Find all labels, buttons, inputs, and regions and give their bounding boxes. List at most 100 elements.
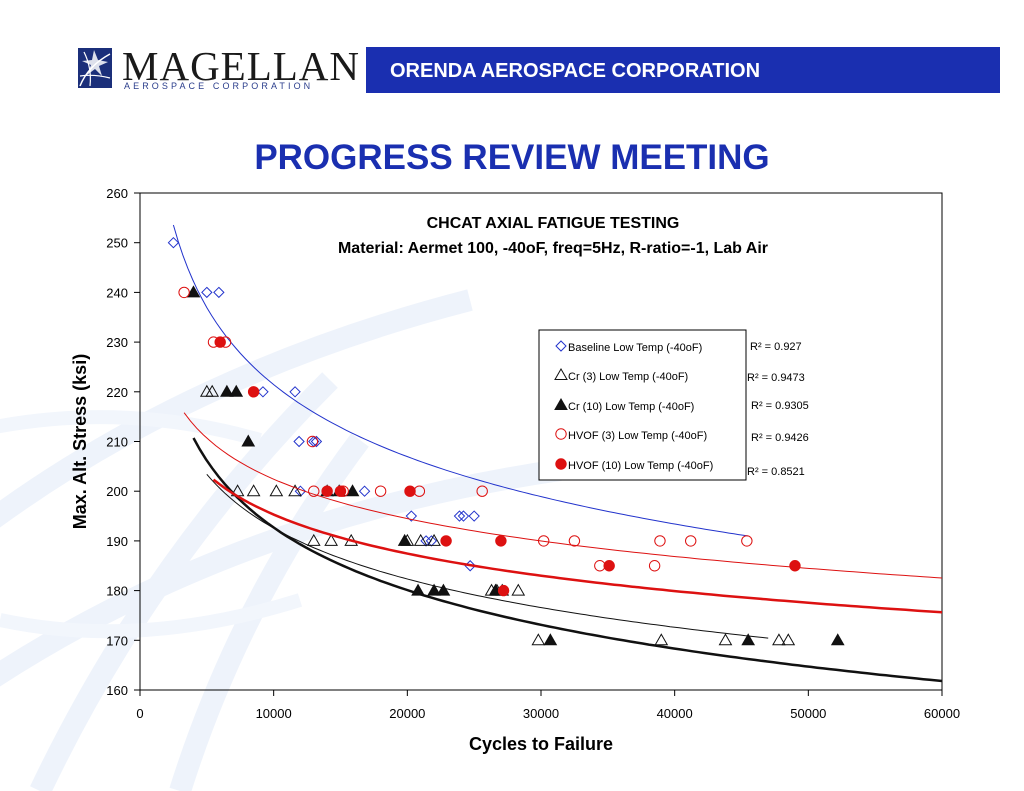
data-point bbox=[404, 485, 416, 497]
data-point bbox=[358, 485, 371, 497]
data-point bbox=[321, 485, 333, 497]
data-point bbox=[214, 336, 226, 348]
data-point bbox=[555, 428, 567, 440]
data-point bbox=[269, 484, 284, 497]
data-point bbox=[257, 386, 269, 398]
data-point bbox=[537, 535, 550, 547]
x-tick-label: 0 bbox=[136, 706, 143, 721]
data-point bbox=[554, 367, 568, 380]
data-point bbox=[476, 485, 488, 497]
data-point bbox=[718, 633, 733, 646]
data-point bbox=[511, 583, 526, 596]
y-tick-label: 230 bbox=[106, 335, 128, 350]
data-point bbox=[789, 560, 801, 572]
data-point bbox=[436, 583, 451, 596]
data-point bbox=[427, 583, 441, 596]
data-point bbox=[772, 633, 786, 646]
data-point bbox=[741, 633, 756, 646]
y-tick-label: 200 bbox=[106, 484, 128, 499]
legend-entry: HVOF (3) Low Temp (-40oF) bbox=[568, 430, 707, 442]
data-point bbox=[288, 484, 302, 497]
x-tick-label: 10000 bbox=[256, 706, 292, 721]
trend-line bbox=[192, 437, 942, 683]
data-point bbox=[310, 435, 323, 448]
legend-entry: HVOF (10) Low Temp (-40oF) bbox=[568, 460, 713, 472]
r-squared-label: R² = 0.9305 bbox=[751, 400, 809, 412]
data-point bbox=[205, 384, 220, 397]
trend-line bbox=[206, 473, 769, 639]
chart-subtitle: Material: Aermet 100, -40oF, freq=5Hz, R… bbox=[338, 240, 768, 257]
data-point bbox=[201, 286, 213, 299]
data-point bbox=[554, 397, 568, 410]
data-point bbox=[654, 633, 669, 646]
data-point bbox=[229, 384, 244, 397]
data-point bbox=[186, 285, 201, 298]
y-tick-label: 220 bbox=[106, 385, 128, 400]
data-point bbox=[427, 533, 441, 546]
data-point bbox=[397, 533, 412, 546]
data-point bbox=[654, 535, 666, 547]
banner-text: ORENDA AEROSPACE CORPORATION bbox=[390, 60, 761, 82]
trend-line bbox=[183, 412, 942, 579]
data-point bbox=[413, 485, 426, 497]
data-point bbox=[308, 485, 320, 497]
data-point bbox=[167, 236, 180, 249]
globe-logo-icon bbox=[78, 48, 112, 88]
data-point bbox=[543, 633, 558, 646]
trend-line bbox=[212, 478, 942, 614]
x-tick-label: 50000 bbox=[790, 706, 826, 721]
data-point bbox=[781, 633, 796, 646]
data-point bbox=[334, 485, 347, 497]
data-point bbox=[741, 535, 753, 547]
r-squared-label: R² = 0.9426 bbox=[751, 432, 809, 444]
y-tick-label: 170 bbox=[106, 633, 128, 648]
data-point bbox=[594, 560, 606, 572]
data-point bbox=[555, 340, 567, 352]
y-tick-label: 260 bbox=[106, 186, 128, 201]
y-tick-label: 240 bbox=[106, 285, 128, 300]
data-point bbox=[241, 434, 256, 447]
x-tick-label: 20000 bbox=[389, 706, 425, 721]
legend-entry: Cr (3) Low Temp (-40oF) bbox=[568, 371, 688, 383]
data-point bbox=[568, 535, 581, 547]
data-point bbox=[374, 485, 387, 497]
y-tick-label: 180 bbox=[106, 584, 128, 599]
x-axis-label: Cycles to Failure bbox=[469, 734, 613, 754]
trend-line bbox=[172, 224, 749, 537]
data-point bbox=[497, 584, 510, 597]
data-point bbox=[685, 535, 697, 547]
data-point bbox=[220, 384, 234, 397]
data-point bbox=[247, 386, 260, 398]
data-point bbox=[468, 510, 480, 522]
data-point bbox=[293, 435, 305, 448]
y-tick-label: 210 bbox=[106, 435, 128, 450]
r-squared-label: R² = 0.8521 bbox=[747, 466, 805, 478]
legend-box bbox=[538, 329, 747, 481]
r-squared-label: R² = 0.9473 bbox=[747, 372, 805, 384]
data-point bbox=[531, 633, 546, 646]
data-point bbox=[345, 484, 360, 497]
series-3 bbox=[186, 285, 942, 683]
data-point bbox=[411, 583, 425, 596]
data-point bbox=[324, 533, 339, 546]
corporation-banner: ORENDA AEROSPACE CORPORATION bbox=[366, 47, 1000, 93]
page-title: PROGRESS REVIEW MEETING bbox=[254, 138, 770, 177]
magellan-logo: MAGELLAN AEROSPACE CORPORATION bbox=[78, 44, 359, 100]
data-point bbox=[603, 560, 615, 572]
data-point bbox=[246, 484, 261, 497]
x-tick-label: 30000 bbox=[523, 706, 559, 721]
data-point bbox=[555, 458, 567, 470]
y-tick-label: 190 bbox=[106, 534, 128, 549]
legend-entry: Cr (10) Low Temp (-40oF) bbox=[568, 401, 694, 413]
series-4 bbox=[178, 286, 942, 579]
data-point bbox=[495, 535, 507, 547]
y-tick-label: 160 bbox=[106, 683, 128, 698]
series-5 bbox=[212, 336, 942, 614]
x-tick-label: 40000 bbox=[657, 706, 693, 721]
data-point bbox=[648, 560, 661, 572]
chart-title: CHCAT AXIAL FATIGUE TESTING bbox=[427, 215, 680, 232]
data-point bbox=[453, 510, 466, 522]
data-point bbox=[213, 286, 225, 299]
